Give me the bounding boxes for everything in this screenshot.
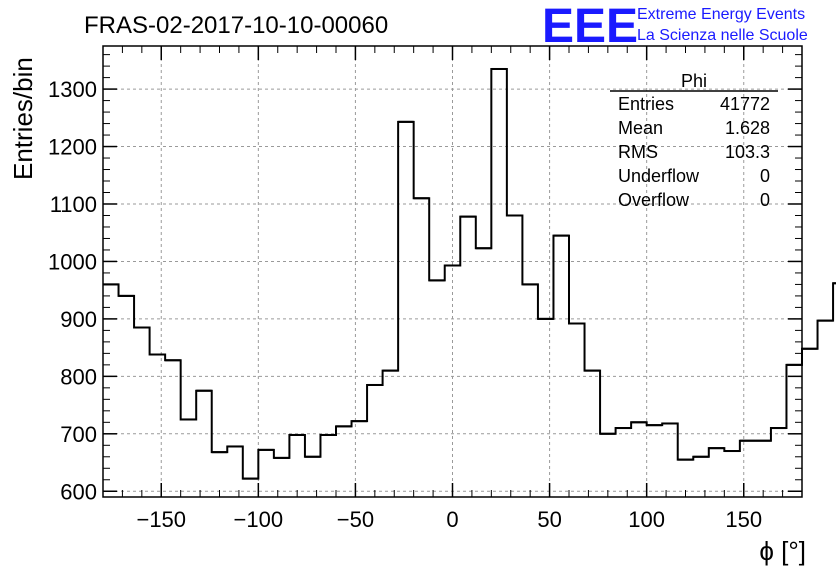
eee-logo: EEE Extreme Energy Events La Scienza nel… — [542, 0, 808, 53]
y-tick-labels: 600 700 800 900 1000 1100 1200 1300 — [48, 77, 97, 504]
y-tick-label: 700 — [60, 422, 97, 447]
x-tick-label: −50 — [337, 507, 374, 532]
histogram-bins — [103, 67, 836, 480]
y-tick-label: 800 — [60, 364, 97, 389]
stats-value: 0 — [760, 190, 770, 210]
stats-rows: Entries 41772 Mean 1.628 RMS 103.3 Underflow 0 O… — [618, 94, 770, 210]
x-tick-label: 100 — [628, 507, 665, 532]
y-tick-label: 900 — [60, 307, 97, 332]
y-tick-label: 600 — [60, 479, 97, 504]
x-tick-label: −150 — [136, 507, 186, 532]
x-tick-label: 150 — [725, 507, 762, 532]
stats-label: RMS — [618, 142, 658, 162]
y-tick-label: 1200 — [48, 135, 97, 160]
axis-ticks — [102, 46, 803, 497]
x-tick-labels: −150 −100 −50 0 50 100 150 — [136, 507, 762, 532]
logo-line-2: La Scienza nelle Scuole — [637, 27, 808, 44]
y-tick-label: 1300 — [48, 77, 97, 102]
x-axis-title: ϕ [°] — [759, 536, 806, 566]
stats-label: Overflow — [618, 190, 690, 210]
stats-label: Mean — [618, 118, 663, 138]
chart-title: FRAS-02-2017-10-10-00060 — [84, 12, 388, 39]
y-tick-label: 1100 — [50, 192, 97, 217]
stats-value: 41772 — [720, 94, 770, 114]
x-tick-label: 50 — [537, 507, 561, 532]
logo-mark: EEE — [542, 0, 638, 53]
stats-box: Phi Entries 41772 Mean 1.628 RMS 103.3 Underfl… — [610, 71, 778, 210]
y-tick-label: 1000 — [48, 249, 97, 274]
stats-label: Entries — [618, 94, 674, 114]
logo-line-1: Extreme Energy Events — [637, 6, 805, 23]
stats-value: 103.3 — [725, 142, 770, 162]
x-tick-label: −100 — [234, 507, 284, 532]
stats-title: Phi — [681, 71, 707, 91]
stats-label: Underflow — [618, 166, 700, 186]
x-tick-label: 0 — [446, 507, 458, 532]
stats-value: 1.628 — [725, 118, 770, 138]
grid-lines — [103, 46, 802, 497]
stats-value: 0 — [760, 166, 770, 186]
y-axis-title: Entries/bin — [8, 57, 38, 180]
